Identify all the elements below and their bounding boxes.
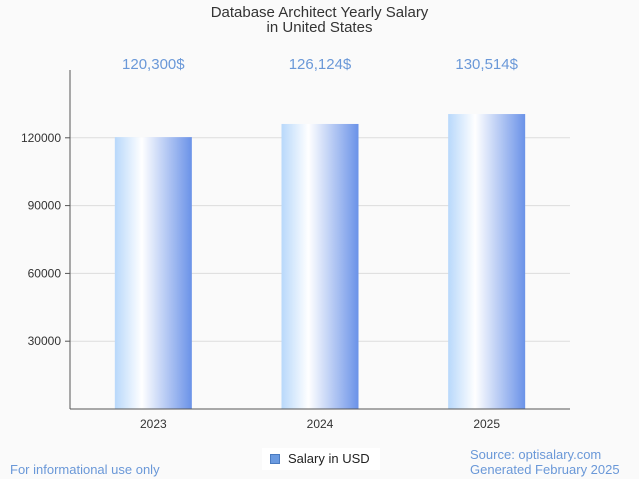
y-tick-label: 120000 [21, 131, 61, 145]
x-tick-label: 2025 [473, 417, 500, 431]
source-text: Source: optisalary.com [470, 447, 602, 462]
y-tick-label: 30000 [28, 334, 62, 348]
disclaimer-text: For informational use only [10, 462, 160, 477]
x-tick-label: 2023 [140, 417, 167, 431]
generated-text: Generated February 2025 [470, 462, 620, 477]
chart-title-line2: in United States [266, 19, 373, 36]
bar-2024 [281, 123, 359, 409]
labels: 30000 60000 90000 120000 120,300$ 2023 126,124… [21, 56, 519, 431]
bar-2023 [114, 137, 192, 409]
data-label: 120,300$ [122, 56, 185, 73]
data-label: 130,514$ [455, 56, 518, 73]
x-tick-label: 2024 [307, 417, 334, 431]
y-tick-label: 60000 [28, 266, 62, 280]
bars [114, 114, 526, 409]
chart-title-line1: Database Architect Yearly Salary [210, 4, 429, 21]
legend[interactable]: Salary in USD [262, 448, 380, 470]
y-tick-label: 90000 [28, 199, 62, 213]
axes [65, 70, 570, 410]
bar-2025 [448, 114, 526, 409]
data-label: 126,124$ [289, 56, 352, 73]
legend-swatch [270, 453, 280, 464]
legend-label: Salary in USD [288, 451, 370, 466]
